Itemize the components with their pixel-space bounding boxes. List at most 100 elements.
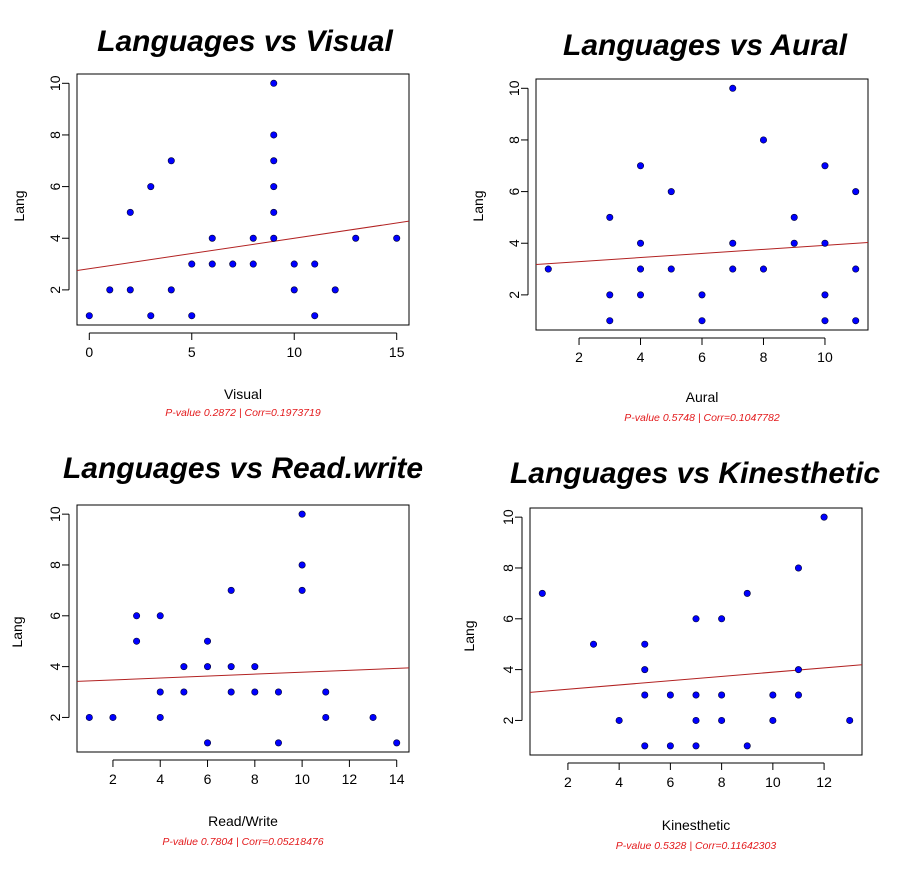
x-axis-label: Visual <box>224 386 262 402</box>
data-point <box>852 188 860 196</box>
data-point <box>311 260 319 268</box>
data-point <box>85 713 93 721</box>
y-axis-label: Lang <box>470 190 486 221</box>
data-point <box>641 640 649 648</box>
data-point <box>393 234 401 242</box>
chart-title: Languages vs Read.write <box>63 452 423 485</box>
data-point <box>274 688 282 696</box>
data-point <box>126 286 134 294</box>
y-tick-label: 6 <box>47 182 63 190</box>
data-point <box>229 260 237 268</box>
y-tick-label: 10 <box>500 509 516 525</box>
y-tick-label: 8 <box>47 561 63 569</box>
data-point <box>270 234 278 242</box>
data-point <box>637 162 645 170</box>
x-tick-label: 12 <box>342 771 358 787</box>
x-axis-label: Aural <box>686 389 719 405</box>
data-point <box>790 213 798 221</box>
data-point <box>270 183 278 191</box>
data-point <box>133 612 141 620</box>
x-tick-label: 6 <box>698 349 706 365</box>
data-point <box>743 742 751 750</box>
x-axis-label: Read/Write <box>208 813 278 829</box>
data-point <box>615 716 623 724</box>
data-point <box>729 239 737 247</box>
y-tick-label: 8 <box>500 564 516 572</box>
data-point <box>821 291 829 299</box>
data-point <box>698 317 706 325</box>
data-point <box>852 317 860 325</box>
data-point <box>180 688 188 696</box>
data-point <box>820 513 828 521</box>
regression-line <box>536 241 868 265</box>
data-point <box>641 666 649 674</box>
x-tick-label: 4 <box>615 774 623 790</box>
x-tick-label: 8 <box>718 774 726 790</box>
stats-note: P-value 0.5748 | Corr=0.1047782 <box>624 412 780 424</box>
data-point <box>227 586 235 594</box>
data-point <box>637 265 645 273</box>
data-point <box>821 317 829 325</box>
data-point <box>790 239 798 247</box>
y-tick-label: 2 <box>47 286 63 294</box>
data-point <box>759 265 767 273</box>
data-point <box>290 286 298 294</box>
chart-title: Languages vs Kinesthetic <box>510 457 880 490</box>
data-point <box>208 260 216 268</box>
data-point <box>270 79 278 87</box>
x-tick-label: 6 <box>666 774 674 790</box>
y-tick-label: 6 <box>500 615 516 623</box>
data-point <box>274 739 282 747</box>
data-point <box>606 213 614 221</box>
data-point <box>666 742 674 750</box>
data-point <box>692 691 700 699</box>
x-tick-label: 10 <box>817 349 833 365</box>
y-tick-label: 6 <box>47 612 63 620</box>
data-point <box>667 188 675 196</box>
data-point <box>641 742 649 750</box>
data-point <box>188 312 196 320</box>
data-point <box>852 265 860 273</box>
data-point <box>147 183 155 191</box>
y-tick-label: 4 <box>47 663 63 671</box>
data-point <box>606 317 614 325</box>
x-tick-label: 5 <box>188 344 196 360</box>
data-point <box>606 291 614 299</box>
data-point <box>270 131 278 139</box>
data-point <box>208 234 216 242</box>
x-tick-label: 0 <box>85 344 93 360</box>
chart-title: Languages vs Visual <box>97 25 393 58</box>
data-point <box>270 208 278 216</box>
data-point <box>167 286 175 294</box>
x-tick-label: 2 <box>109 771 117 787</box>
data-point <box>180 663 188 671</box>
data-point <box>769 691 777 699</box>
scatter-panel-2: Languages vs Aural 2 4 6 8 10 2 4 6 8 10 Aural Lang P… <box>470 29 869 424</box>
data-point <box>794 691 802 699</box>
data-point <box>106 286 114 294</box>
data-point <box>311 312 319 320</box>
data-point <box>718 691 726 699</box>
data-point <box>249 234 257 242</box>
data-point <box>352 234 360 242</box>
plot-frame <box>76 73 410 326</box>
y-tick-label: 6 <box>506 187 522 195</box>
data-point <box>590 640 598 648</box>
stats-note: P-value 0.5328 | Corr=0.11642303 <box>616 840 777 852</box>
x-tick-label: 8 <box>760 349 768 365</box>
data-point <box>718 716 726 724</box>
x-tick-label: 2 <box>564 774 572 790</box>
y-tick-label: 8 <box>506 136 522 144</box>
data-point <box>637 291 645 299</box>
plot-frame <box>76 504 410 753</box>
plot-frame <box>529 507 863 756</box>
x-tick-label: 4 <box>156 771 164 787</box>
data-point <box>147 312 155 320</box>
data-point <box>538 589 546 597</box>
data-point <box>204 637 212 645</box>
data-point <box>156 688 164 696</box>
x-tick-label: 10 <box>294 771 310 787</box>
y-tick-label: 8 <box>47 131 63 139</box>
data-point <box>821 162 829 170</box>
